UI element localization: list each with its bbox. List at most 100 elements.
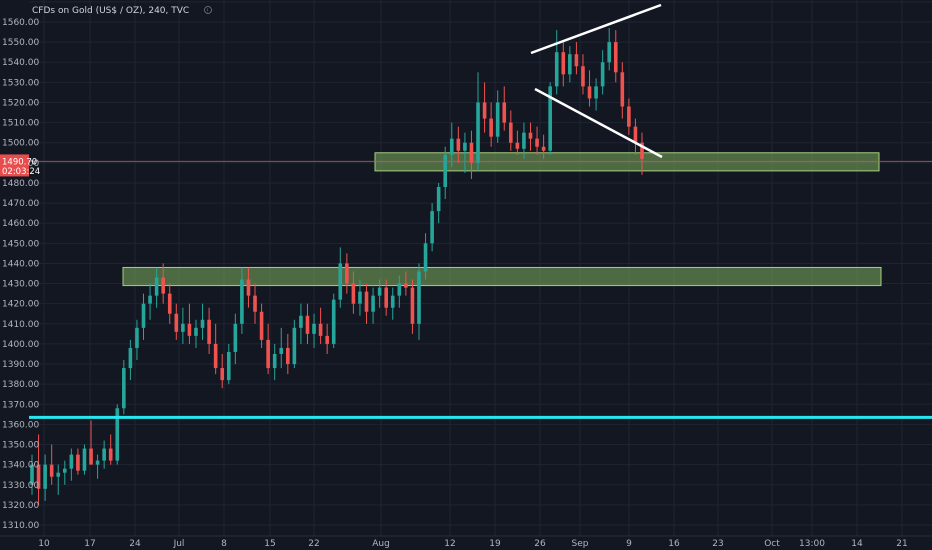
candle — [299, 303, 303, 344]
candle — [154, 267, 159, 308]
price-tick-label: 1430.00 — [2, 280, 39, 290]
candle-body — [167, 293, 172, 314]
time-tick-label: 19 — [489, 539, 501, 549]
candle — [528, 122, 533, 151]
candle-body — [377, 287, 382, 296]
candle-body — [43, 464, 47, 489]
candle — [259, 303, 264, 348]
time-tick-label: 24 — [129, 539, 141, 549]
candle-body — [318, 323, 323, 336]
last-price-tag — [0, 154, 29, 177]
price-tick-label: 1360.00 — [2, 420, 39, 430]
price-tick-label: 1400.00 — [2, 340, 39, 350]
candle — [253, 283, 257, 324]
candle — [469, 130, 474, 179]
price-tick-label: 1350.00 — [2, 441, 39, 451]
info-icon[interactable]: ! — [204, 6, 212, 15]
candle — [338, 247, 343, 308]
candle-body — [345, 263, 349, 284]
price-tick-label: 1410.00 — [2, 320, 39, 330]
candle — [384, 279, 388, 316]
candle — [489, 102, 493, 147]
candle — [200, 303, 205, 340]
candle — [207, 307, 211, 354]
price-axis[interactable]: 1310.00 1320.00 1330.00 1340.00 1350.00 1360.… — [0, 0, 39, 550]
candle — [56, 464, 61, 495]
price-tick-label: 1530.00 — [2, 78, 39, 88]
candle-body — [469, 142, 474, 163]
candle — [128, 339, 133, 381]
zone-rect[interactable] — [122, 266, 882, 287]
candle — [561, 42, 566, 87]
time-tick-label: 21 — [896, 539, 907, 549]
time-tick-label: 16 — [668, 539, 680, 549]
price-tick-label: 1310.00 — [2, 521, 39, 531]
candle — [456, 126, 461, 163]
candle-body — [410, 287, 415, 324]
grid — [29, 0, 932, 536]
candle-body — [358, 291, 362, 304]
candle — [69, 448, 74, 481]
candle-body — [108, 448, 113, 461]
lower-trendline[interactable] — [534, 87, 663, 159]
candle — [292, 319, 297, 369]
candle — [574, 42, 579, 75]
candle-body — [587, 86, 592, 99]
candle-body — [253, 295, 257, 312]
price-tick-label: 1390.00 — [2, 360, 39, 370]
candle-body — [613, 42, 618, 73]
candle — [312, 313, 316, 348]
candle-body — [640, 142, 644, 159]
upper-trendline[interactable] — [530, 3, 662, 55]
candle-body — [122, 368, 126, 409]
candle-body — [535, 138, 539, 147]
svg-text:!: ! — [207, 9, 209, 15]
candle-body — [325, 335, 329, 344]
candle-body — [286, 347, 290, 365]
time-tick-label: 26 — [534, 539, 546, 549]
candle-body — [312, 323, 316, 334]
candle-body — [213, 343, 218, 369]
candle — [397, 275, 402, 308]
candle-body — [82, 448, 87, 471]
candle-body — [49, 464, 54, 477]
candle — [331, 293, 336, 348]
candle — [318, 307, 323, 344]
candle — [581, 54, 585, 95]
candle — [548, 82, 552, 155]
candle-body — [515, 142, 520, 149]
price-tick-label: 1450.00 — [2, 239, 39, 249]
candle — [325, 323, 329, 354]
candle-body — [115, 408, 120, 461]
candle — [240, 267, 244, 334]
candle — [495, 90, 500, 143]
candle-body — [554, 52, 559, 87]
candle — [49, 444, 54, 485]
drawing-lines — [0, 3, 932, 419]
chart-title: CFDs on Gold (US$ / OZ), 240, TVC — [32, 6, 189, 16]
candle — [279, 327, 284, 369]
candle-body — [279, 347, 284, 354]
candle-body — [600, 62, 605, 87]
candle — [476, 72, 480, 171]
candle — [345, 253, 349, 294]
price-tick-label: 1500.00 — [2, 139, 39, 149]
candle — [161, 263, 165, 304]
candle — [286, 333, 290, 375]
candle-body — [161, 277, 165, 294]
candle — [82, 444, 87, 475]
time-tick-label: Jul — [173, 539, 185, 549]
candle-body — [292, 327, 297, 365]
candle-body — [233, 323, 238, 352]
price-tick-label: 1370.00 — [2, 400, 39, 410]
time-axis[interactable]: 10 17 24 Jul 8 15 22 Aug 12 19 26 Sep 9 16 23 Oct 13:00 1… — [0, 535, 932, 550]
candle — [358, 279, 362, 316]
time-tick-label: Oct — [764, 539, 780, 549]
candle-body — [338, 263, 343, 300]
candle — [167, 283, 172, 324]
candle — [141, 293, 146, 340]
candle-body — [141, 303, 146, 328]
candle-body — [509, 122, 513, 143]
candle — [522, 122, 526, 159]
